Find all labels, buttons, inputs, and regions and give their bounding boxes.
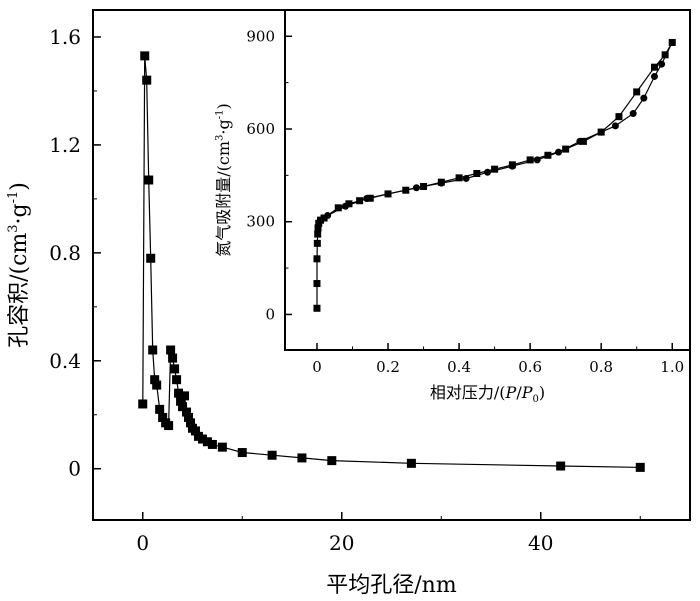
main-data-point	[186, 418, 196, 428]
main-data-point	[217, 442, 227, 452]
main-x-tick-label: 20	[329, 531, 354, 555]
inset-x-tick-label: 1.0	[660, 358, 684, 376]
main-data-point	[150, 375, 160, 385]
inset-y-axis-title: 氮气吸附量/(cm3·g-1)	[214, 103, 233, 256]
inset-data-point	[313, 280, 321, 288]
main-data-point	[144, 175, 154, 185]
main-data-point	[180, 391, 190, 401]
main-data-point	[140, 51, 150, 61]
main-y-tick-label: 0	[68, 457, 81, 481]
main-data-point	[138, 399, 148, 409]
main-data-point	[197, 434, 207, 444]
main-data-point	[635, 462, 645, 472]
main-data-point	[148, 345, 158, 355]
main-data-point	[146, 253, 156, 263]
inset-data-point	[324, 212, 332, 220]
inset-y-tick-label: 300	[246, 213, 275, 231]
main-data-point	[297, 453, 307, 463]
main-data-point	[190, 426, 200, 436]
inset-data-point	[363, 195, 371, 203]
inset-data-point	[668, 38, 676, 46]
inset-y-tick-label: 600	[246, 120, 275, 138]
main-x-tick-label: 40	[528, 531, 553, 555]
main-data-point	[406, 458, 416, 468]
main-data-point	[166, 345, 176, 355]
inset-x-axis-title: 相对压力/(P/P0)	[430, 383, 545, 405]
main-data-point	[155, 404, 165, 414]
inset-data-point	[555, 148, 563, 156]
main-y-axis-title: 孔容积/(cm3·g-1)	[6, 182, 32, 348]
inset-data-point	[526, 156, 534, 164]
main-y-tick-label: 1.2	[49, 133, 81, 157]
inset-data-point	[455, 174, 463, 182]
main-data-point	[158, 412, 168, 422]
inset-data-point	[384, 190, 392, 198]
main-data-point	[202, 437, 212, 447]
inset-data-point	[650, 63, 658, 71]
inset-x-tick-label: 0	[312, 358, 322, 376]
inset-x-tick-label: 0.4	[447, 358, 471, 376]
inset-data-point	[633, 88, 641, 96]
inset-data-point	[317, 216, 325, 224]
inset-data-point	[508, 162, 516, 170]
main-y-tick-label: 1.6	[49, 25, 81, 49]
inset-data-point	[579, 137, 587, 145]
inset-data-point	[658, 60, 666, 68]
main-y-tick-label: 0.4	[49, 349, 81, 373]
main-data-point	[182, 407, 192, 417]
main-data-point	[556, 461, 566, 471]
inset-data-point	[544, 151, 552, 159]
main-data-point	[152, 380, 162, 390]
inset-data-point	[314, 230, 322, 238]
main-data-point	[207, 439, 217, 449]
inset-data-point	[597, 128, 605, 136]
main-data-point	[142, 75, 152, 85]
inset-data-point	[615, 113, 623, 121]
inset-data-point	[313, 239, 321, 247]
inset-data-point	[462, 174, 470, 182]
inset-data-point	[437, 179, 445, 187]
inset-x-tick-label: 0.8	[589, 358, 613, 376]
main-data-point	[170, 364, 180, 374]
inset-data-point	[313, 304, 321, 312]
inset-data-point	[473, 170, 481, 178]
main-data-point	[172, 375, 182, 385]
main-data-point	[184, 412, 194, 422]
inset-data-point	[650, 72, 658, 80]
main-data-point	[237, 448, 247, 458]
inset-data-point	[640, 94, 648, 102]
inset-data-point	[313, 255, 321, 263]
inset-data-point	[533, 156, 541, 164]
main-data-point	[174, 388, 184, 398]
inset-x-tick-label: 0.2	[376, 358, 400, 376]
inset-y-tick-label: 900	[246, 27, 275, 45]
inset-chart: 0 0.2 0.4 0.6 0.8 1.0 0 300 600 900 相对压力/(P/P0) 氮气吸…	[214, 9, 691, 405]
main-data-point	[168, 353, 178, 363]
inset-plot-frame	[284, 9, 691, 351]
inset-data-point	[341, 202, 349, 210]
inset-data-point	[491, 165, 499, 173]
inset-data-point	[611, 122, 619, 130]
inset-data-point	[334, 204, 342, 212]
inset-data-point	[484, 168, 491, 176]
main-x-axis-title: 平均孔径/nm	[326, 573, 457, 598]
inset-data-point	[345, 200, 353, 208]
inset-data-point	[314, 224, 322, 232]
inset-y-tick-label: 0	[265, 305, 275, 323]
main-data-point	[327, 456, 337, 466]
main-x-tick-label: 0	[136, 531, 149, 555]
main-data-point	[267, 450, 277, 460]
main-y-tick-label: 0.8	[49, 241, 81, 265]
inset-data-point	[661, 51, 669, 59]
inset-data-point	[576, 137, 584, 145]
main-data-point	[176, 396, 186, 406]
inset-data-point	[412, 184, 420, 192]
inset-data-point	[629, 110, 637, 118]
inset-x-tick-label: 0.6	[518, 358, 542, 376]
main-data-point	[178, 402, 188, 412]
main-data-point	[164, 421, 174, 431]
